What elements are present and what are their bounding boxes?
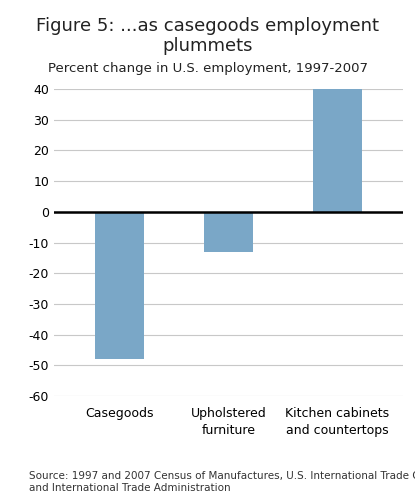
Bar bbox=[312, 89, 362, 212]
Text: Percent change in U.S. employment, 1997-2007: Percent change in U.S. employment, 1997-… bbox=[47, 62, 368, 75]
Text: Figure 5: ...as casegoods employment: Figure 5: ...as casegoods employment bbox=[36, 17, 379, 35]
Text: Source: 1997 and 2007 Census of Manufactures, U.S. International Trade Commissio: Source: 1997 and 2007 Census of Manufact… bbox=[29, 471, 415, 493]
Bar bbox=[95, 212, 144, 359]
Bar bbox=[204, 212, 253, 252]
Text: plummets: plummets bbox=[162, 37, 253, 55]
